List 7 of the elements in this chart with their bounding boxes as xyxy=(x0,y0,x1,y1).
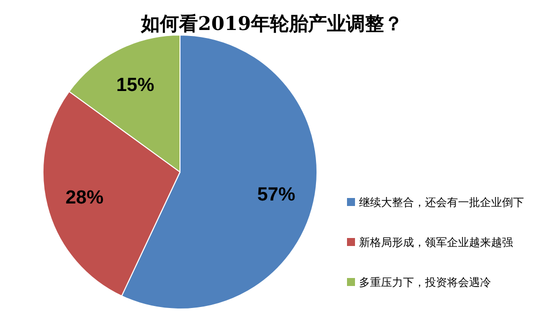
data-label: 15% xyxy=(116,75,154,96)
legend-label: 继续大整合，还会有一批企业倒下 xyxy=(359,196,524,209)
legend-label: 多重压力下，投资将会遇冷 xyxy=(359,276,491,289)
data-label: 28% xyxy=(65,188,104,209)
legend-label: 新格局形成，领军企业越来越强 xyxy=(359,236,513,249)
data-label: 57% xyxy=(257,184,296,206)
chart-title: 如何看2019年轮胎产业调整？ xyxy=(140,13,403,35)
